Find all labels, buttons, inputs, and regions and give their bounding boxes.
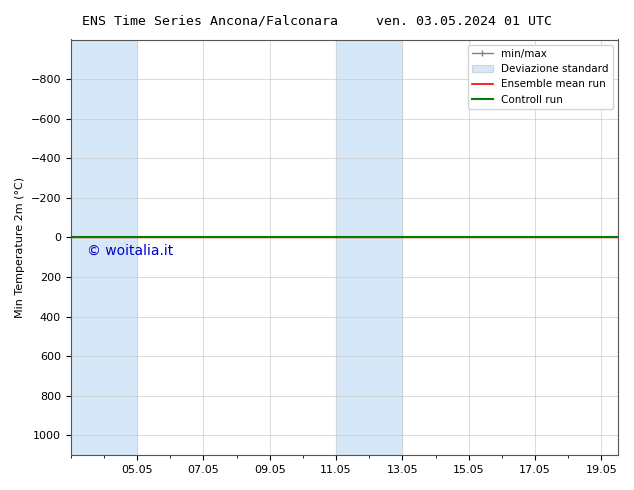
Y-axis label: Min Temperature 2m (°C): Min Temperature 2m (°C)	[15, 177, 25, 318]
Text: © woitalia.it: © woitalia.it	[87, 244, 174, 257]
Text: ENS Time Series Ancona/Falconara: ENS Time Series Ancona/Falconara	[82, 15, 339, 28]
Bar	[336, 40, 403, 455]
Text: ven. 03.05.2024 01 UTC: ven. 03.05.2024 01 UTC	[375, 15, 552, 28]
Legend: min/max, Deviazione standard, Ensemble mean run, Controll run: min/max, Deviazione standard, Ensemble m…	[468, 45, 613, 109]
Bar	[71, 40, 137, 455]
